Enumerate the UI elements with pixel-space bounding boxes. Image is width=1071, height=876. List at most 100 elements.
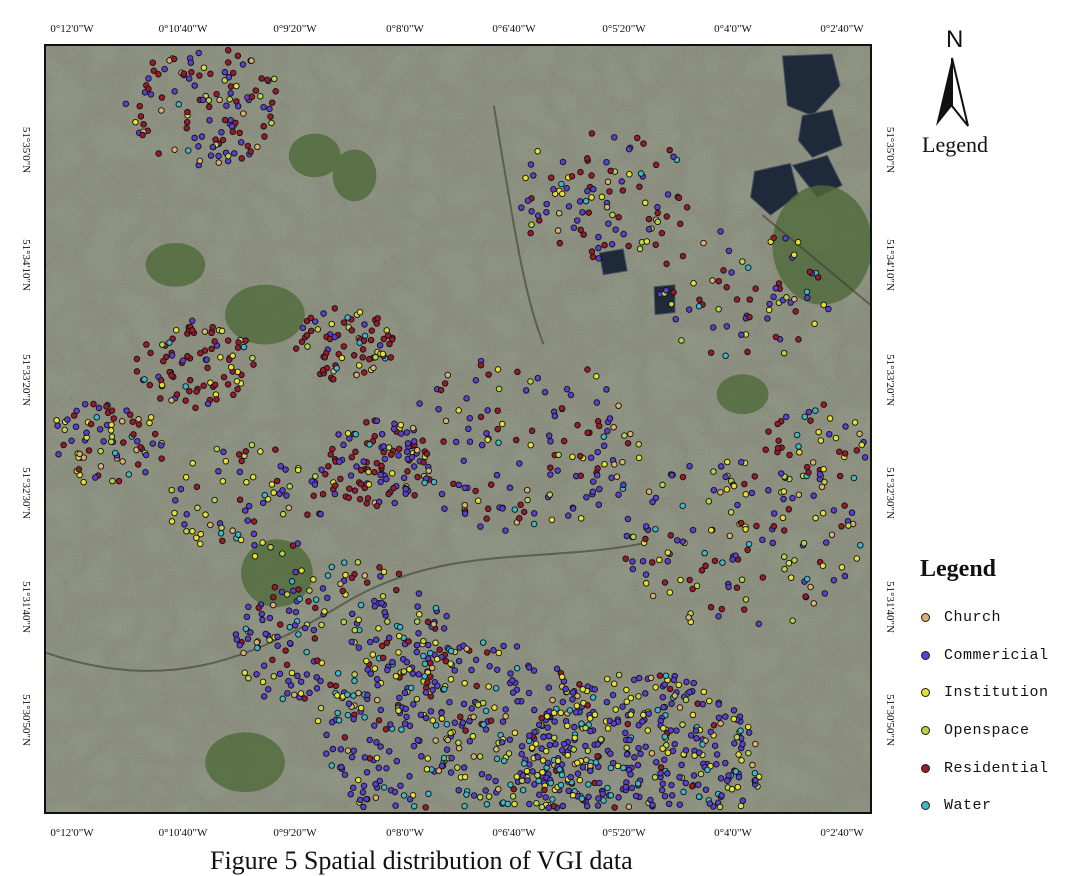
- vgi-point: [518, 777, 526, 784]
- vgi-point: [387, 451, 395, 458]
- vgi-point: [588, 194, 595, 201]
- vgi-point: [676, 220, 684, 228]
- vgi-point: [469, 733, 477, 740]
- vgi-point: [738, 331, 745, 339]
- satellite-map[interactable]: [46, 46, 870, 812]
- vgi-point: [539, 757, 547, 764]
- vgi-point: [272, 446, 279, 453]
- vgi-point: [514, 698, 521, 705]
- vgi-point: [700, 688, 708, 696]
- vgi-point: [599, 790, 606, 798]
- vgi-point: [347, 472, 355, 479]
- vgi-point: [805, 469, 812, 476]
- vgi-point: [319, 585, 327, 592]
- vgi-point: [651, 774, 659, 781]
- vgi-point: [310, 626, 318, 634]
- vgi-point: [608, 241, 616, 248]
- vgi-point: [135, 416, 142, 423]
- vgi-point: [582, 724, 589, 732]
- vgi-point: [197, 349, 204, 357]
- vgi-point: [523, 767, 531, 775]
- vgi-point: [429, 717, 437, 724]
- vgi-point: [722, 352, 729, 360]
- vgi-point: [820, 401, 828, 408]
- vgi-point: [709, 277, 716, 284]
- vgi-point: [378, 430, 386, 438]
- vgi-point: [594, 465, 601, 472]
- vgi-point: [390, 425, 398, 433]
- vgi-point: [108, 433, 116, 440]
- vgi-point: [311, 318, 319, 325]
- vgi-point: [298, 567, 305, 574]
- north-arrow-icon: [936, 57, 969, 127]
- vgi-point: [219, 136, 227, 144]
- vgi-point: [476, 753, 484, 760]
- vgi-point: [474, 701, 482, 709]
- vgi-point: [348, 327, 356, 334]
- x-tick-top: 0°5'20"W: [602, 23, 646, 35]
- vgi-point: [685, 614, 692, 621]
- vgi-point: [235, 339, 242, 346]
- vgi-point: [398, 726, 405, 733]
- vgi-point: [355, 689, 362, 697]
- vgi-point: [695, 781, 702, 788]
- vgi-point: [569, 453, 576, 461]
- vgi-point: [351, 487, 359, 494]
- vgi-point: [562, 685, 569, 693]
- vgi-point: [341, 771, 349, 778]
- vgi-point: [719, 559, 726, 566]
- vgi-point: [324, 594, 331, 602]
- vgi-point: [682, 696, 690, 704]
- vgi-point: [196, 157, 204, 165]
- vgi-point: [493, 471, 501, 479]
- vgi-point: [451, 719, 459, 726]
- vgi-point: [724, 458, 731, 466]
- vgi-point: [759, 574, 767, 581]
- vgi-point: [420, 652, 427, 660]
- vgi-point: [668, 300, 675, 308]
- vgi-point: [108, 421, 115, 429]
- vgi-point: [547, 464, 554, 471]
- vgi-point: [702, 786, 710, 793]
- legend-swatch: [921, 763, 930, 773]
- vgi-point: [85, 447, 93, 454]
- vgi-point: [371, 468, 378, 476]
- x-tick-bottom: 0°9'20"W: [273, 827, 317, 839]
- vgi-point: [573, 702, 581, 709]
- vgi-point: [480, 721, 487, 728]
- vgi-point: [576, 681, 583, 688]
- vgi-point: [570, 224, 578, 231]
- vgi-point: [613, 473, 621, 480]
- x-tick-bottom: 0°2'40"W: [820, 827, 864, 839]
- vgi-point: [639, 557, 647, 565]
- vgi-point: [594, 802, 602, 809]
- vgi-point: [181, 521, 188, 528]
- vgi-point: [404, 468, 411, 475]
- vgi-point: [239, 61, 247, 68]
- vgi-point: [103, 403, 110, 410]
- map-frame[interactable]: [44, 44, 872, 814]
- vgi-point: [594, 753, 601, 760]
- vgi-point: [247, 629, 254, 636]
- vgi-point: [313, 685, 321, 692]
- vgi-point: [713, 751, 721, 758]
- vgi-point: [805, 408, 813, 416]
- vgi-point: [550, 802, 558, 810]
- vgi-point: [634, 780, 642, 787]
- vgi-point: [627, 711, 635, 718]
- vgi-point: [434, 682, 441, 689]
- vgi-point: [317, 704, 325, 712]
- vgi-point: [625, 803, 633, 810]
- vgi-point: [585, 209, 592, 216]
- vgi-point: [159, 341, 166, 348]
- vgi-point: [340, 343, 348, 350]
- vgi-point: [221, 116, 229, 124]
- vgi-point: [307, 327, 315, 335]
- vgi-point: [589, 488, 597, 495]
- vgi-point: [286, 623, 294, 631]
- vgi-point: [661, 579, 669, 586]
- vgi-point: [383, 327, 390, 334]
- vgi-point: [80, 478, 87, 486]
- vgi-point: [422, 689, 430, 696]
- vgi-point: [470, 792, 478, 799]
